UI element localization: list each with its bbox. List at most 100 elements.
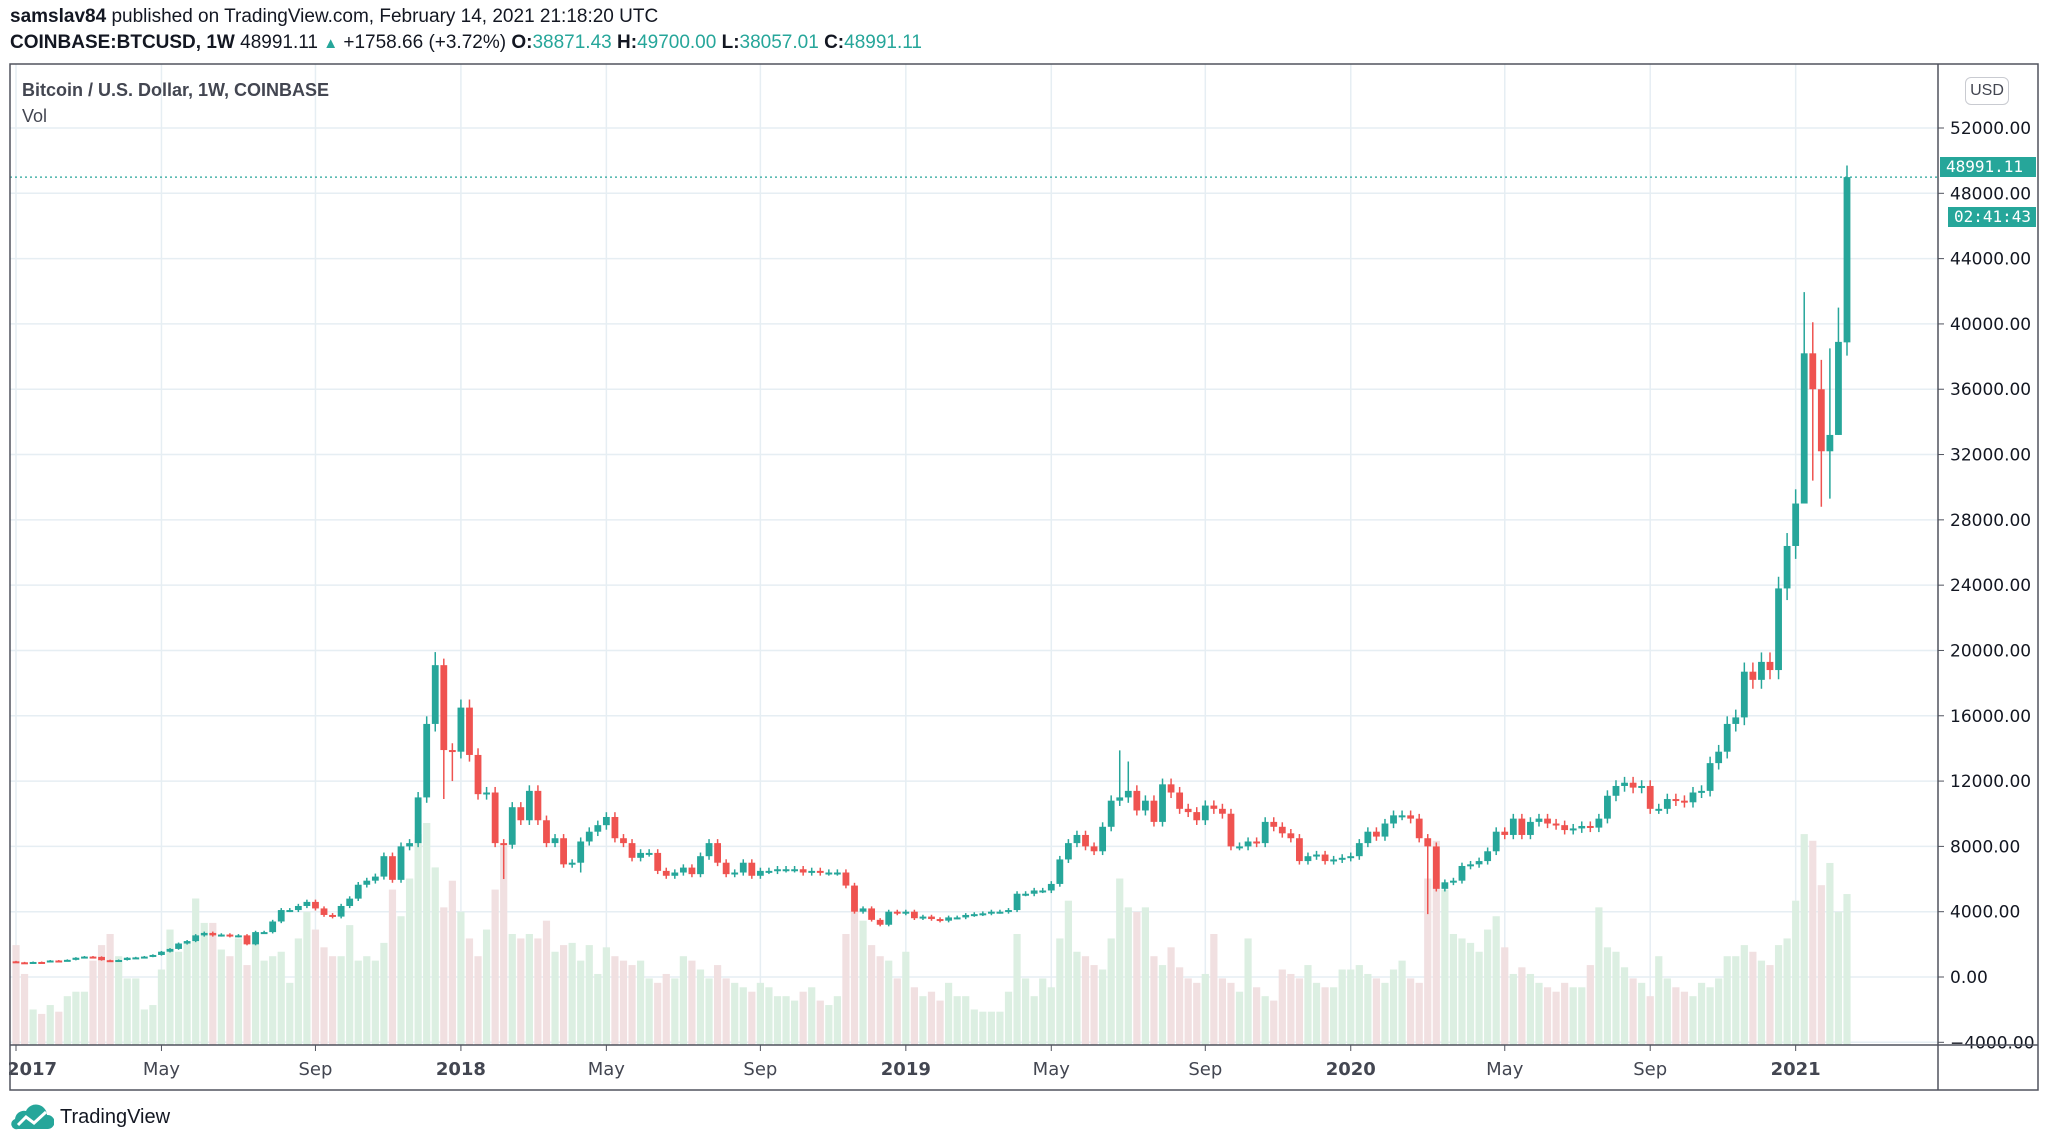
volume-bar <box>1638 982 1646 1045</box>
grid <box>10 64 1938 1045</box>
volume-bar <box>1141 907 1150 1045</box>
low-label: L: <box>721 32 740 53</box>
candle-body <box>226 934 234 937</box>
volume-bar <box>380 942 388 1045</box>
candle-body <box>320 908 328 915</box>
volume-bar <box>636 960 645 1045</box>
volume-bar <box>20 973 29 1045</box>
candle-body <box>1022 893 1030 896</box>
volume-bar <box>662 973 670 1045</box>
y-tick-label: −4000.00 <box>1950 1033 2035 1053</box>
candle-body <box>346 898 354 906</box>
candle-body <box>543 820 550 844</box>
candle-body <box>799 869 807 873</box>
volume-bar <box>654 982 662 1045</box>
candle-body <box>688 867 696 875</box>
volume-bar <box>876 956 884 1045</box>
candle-body <box>1552 823 1560 826</box>
volume-bar <box>1099 969 1107 1045</box>
volume-bar <box>551 951 559 1045</box>
volume-bar <box>431 867 439 1045</box>
volume-bar <box>611 956 619 1045</box>
volume-bar <box>1244 938 1252 1045</box>
volume-bar <box>1655 956 1663 1045</box>
volume-bar <box>953 996 961 1045</box>
volume-bar <box>1073 951 1081 1045</box>
candle-body <box>1672 799 1680 802</box>
volume-bar <box>594 973 602 1045</box>
candle-body <box>200 932 208 936</box>
candle-body <box>1330 859 1338 862</box>
high-label: H: <box>617 32 638 53</box>
volume-bar <box>1749 951 1757 1045</box>
volume-bar <box>1672 987 1680 1045</box>
volume-bar <box>825 1005 833 1045</box>
volume-bar <box>1432 840 1440 1045</box>
volume-bar <box>405 878 414 1045</box>
candle-body <box>1817 389 1825 452</box>
pane-border <box>9 63 2039 1091</box>
candle-body <box>808 870 816 873</box>
candle-body <box>996 911 1004 914</box>
candle-body <box>602 816 610 826</box>
candle-body <box>303 901 311 906</box>
volume-bar <box>902 951 910 1045</box>
x-tick-label: May <box>1486 1059 1524 1080</box>
author[interactable]: samslav84 <box>10 6 107 27</box>
volume-bar <box>1449 934 1458 1045</box>
candle-body <box>1142 800 1149 811</box>
candle-body <box>440 665 448 751</box>
time-axis: 2017 May Sep 2018 May Sep 2019 May Sep 2020 May Sep… <box>7 1045 1821 1080</box>
price-change: +1758.66 (+3.72%) <box>343 32 507 53</box>
volume-bar <box>1475 951 1483 1045</box>
volume-bar <box>1689 996 1697 1045</box>
volume-bar <box>482 929 491 1045</box>
candle-body <box>910 911 918 919</box>
candle-body <box>1005 910 1012 913</box>
x-tick-label: Sep <box>1188 1059 1222 1080</box>
candle-body <box>1253 841 1261 844</box>
volume-bar <box>1578 987 1586 1045</box>
volume-bar <box>1817 885 1825 1045</box>
candle-body <box>919 916 927 919</box>
volume-bar <box>962 996 970 1045</box>
volume-bar <box>910 987 918 1045</box>
candle-body <box>1689 792 1697 803</box>
volume-bars <box>12 823 1851 1045</box>
y-tick-label: 40000.00 <box>1950 315 2031 335</box>
volume-bar <box>1047 987 1055 1045</box>
volume-bar <box>1834 911 1843 1045</box>
volume-bar <box>474 956 482 1045</box>
candle-body <box>423 723 431 798</box>
volume-bar <box>1330 987 1338 1045</box>
volume-bar <box>1484 929 1492 1045</box>
candle-body <box>1715 751 1723 764</box>
volume-bar <box>320 947 328 1045</box>
tradingview-logo[interactable]: TradingView <box>10 1103 170 1131</box>
volume-bar <box>1261 996 1269 1045</box>
currency-button[interactable]: USD <box>1965 77 2009 105</box>
candle-body <box>1184 808 1192 813</box>
x-tick-label: May <box>588 1059 626 1080</box>
volume-bar <box>1783 938 1791 1045</box>
bar-countdown: 02:41:43 <box>1948 207 2036 227</box>
volume-bar <box>243 965 251 1045</box>
candle-body <box>1193 812 1201 821</box>
candle-body <box>1064 843 1072 860</box>
volume-bar <box>1253 987 1261 1045</box>
volume-bar <box>1176 967 1184 1045</box>
candle-body <box>1843 177 1851 343</box>
candle-body <box>1723 723 1731 752</box>
candle-body <box>842 872 850 886</box>
volume-bar <box>1398 960 1406 1045</box>
volume-bar <box>1407 978 1415 1045</box>
volume-bar <box>1561 982 1569 1045</box>
volume-bar <box>209 922 217 1045</box>
candle-body <box>534 790 542 821</box>
candle-body <box>1030 890 1038 894</box>
volume-bar <box>1458 938 1466 1045</box>
volume-bar <box>696 969 705 1045</box>
candle-body <box>1176 792 1184 809</box>
candle-body <box>21 962 28 965</box>
